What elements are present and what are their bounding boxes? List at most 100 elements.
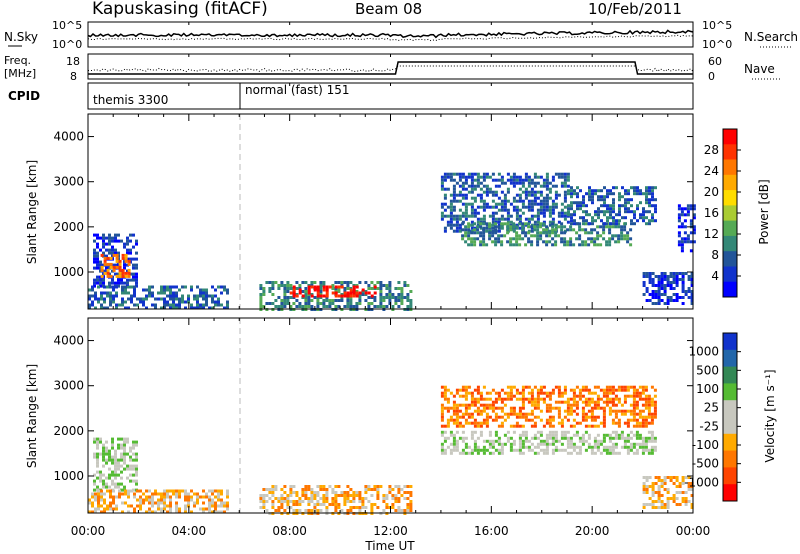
nave-label: Nave (744, 62, 775, 76)
freq-unit-label: [MHz] (4, 67, 36, 80)
noise-search-label: N.Search (744, 30, 798, 44)
data-region-9 (677, 204, 696, 253)
power-data-cells (88, 172, 696, 311)
colorbar-swatch (723, 251, 737, 267)
power-panel: 1000 2000 3000 4000 Slant Range [km] 28 24 20… (25, 113, 771, 311)
cpid-label: CPID (8, 89, 40, 103)
freq-label: Freq. (4, 54, 31, 67)
y-tick-label: 4000 (53, 130, 84, 144)
time-axis: 00:00 04:00 08:00 12:00 16:00 20:00 00:00 (71, 22, 711, 538)
data-region-0 (93, 233, 138, 288)
noise-left-tick-bottom: 10^0 (52, 38, 82, 51)
colorbar-swatch (723, 281, 737, 298)
y-tick-label: 1000 (53, 265, 84, 279)
velocity-colorbar: 1000 500 100 25 -25 -100 -500 -1000 (684, 332, 741, 502)
colorbar-tick-label: 8 (711, 248, 719, 262)
cpid-panel: CPID themis 3300 normal (fast) 151 (8, 82, 694, 110)
colorbar-swatch (723, 235, 737, 252)
data-region-5 (642, 476, 694, 509)
y-tick-label: 2000 (53, 220, 84, 234)
colorbar-swatch (723, 266, 737, 283)
freq-right-tick-top: 60 (708, 55, 722, 68)
colorbar-swatch (723, 366, 737, 384)
colorbar-swatch (723, 205, 737, 222)
colorbar-swatch (723, 484, 737, 502)
data-region-5 (440, 172, 570, 233)
x-tick-label: 00:00 (71, 524, 106, 538)
station-title: Kapuskasing (fitACF) (92, 0, 268, 19)
colorbar-swatch (723, 450, 737, 468)
colorbar-tick-label: 28 (704, 143, 719, 157)
colorbar-tick-label: -100 (692, 438, 719, 452)
x-tick-label: 20:00 (575, 524, 610, 538)
data-region-7 (567, 186, 657, 226)
colorbar-swatch (723, 190, 737, 206)
colorbar-swatch (723, 129, 737, 145)
freq-right-tick-bottom: 0 (708, 70, 715, 83)
frequency-trace (88, 61, 693, 75)
noise-search-trace (87, 34, 694, 42)
colorbar-tick-label: -1000 (684, 475, 719, 489)
colorbar-swatch (723, 220, 737, 237)
colorbar-swatch (723, 417, 737, 435)
noise-left-tick-top: 10^5 (52, 19, 82, 32)
data-region-2 (88, 285, 229, 310)
noise-sky-label: N.Sky (4, 30, 38, 44)
power-y-axis-label: Slant Range [km] (25, 160, 39, 264)
y-tick-label: 3000 (53, 379, 84, 393)
colorbar-tick-label: -25 (699, 419, 719, 433)
noise-right-tick-bottom: 10^0 (702, 38, 732, 51)
frequency-panel: Freq. [MHz] 18 8 60 0 Nave (4, 53, 782, 83)
colorbar-tick-label: 16 (704, 206, 719, 220)
colorbar-swatch (723, 333, 737, 351)
noise-sky-trace (87, 29, 694, 39)
data-region-8 (642, 272, 694, 305)
data-region-0 (93, 437, 138, 492)
colorbar-swatch (723, 467, 737, 485)
colorbar-tick-label: 500 (696, 363, 719, 377)
velocity-colorbar-label: Velocity [m s⁻¹] (763, 369, 777, 462)
colorbar-tick-label: 20 (704, 185, 719, 199)
colorbar-tick-label: -500 (692, 457, 719, 471)
colorbar-tick-label: 100 (696, 382, 719, 396)
colorbar-tick-label: 4 (711, 269, 719, 283)
noise-right-tick-top: 10^5 (702, 19, 732, 32)
colorbar-swatch (723, 144, 737, 161)
colorbar-tick-label: 24 (704, 164, 719, 178)
data-region-4 (440, 385, 657, 428)
colorbar-tick-label: 12 (704, 227, 719, 241)
velocity-y-axis-label: Slant Range [km] (25, 364, 39, 468)
data-region-4 (289, 285, 377, 298)
colorbar-swatch (723, 383, 737, 401)
colorbar-swatch (723, 349, 737, 368)
date-title: 10/Feb/2011 (588, 0, 682, 18)
colorbar-swatch (723, 174, 737, 191)
data-region-1 (100, 253, 131, 278)
colorbar-swatch (723, 159, 737, 176)
data-region-6 (461, 222, 633, 247)
x-tick-label: 08:00 (272, 524, 307, 538)
y-tick-label: 4000 (53, 334, 84, 348)
data-region-2 (259, 485, 413, 515)
y-tick-label: 2000 (53, 424, 84, 438)
colorbar-tick-label: 1000 (688, 345, 719, 359)
x-axis-label: Time UT (364, 539, 415, 553)
x-tick-label: 00:00 (676, 524, 711, 538)
cpid-mode-themis: themis 3300 (93, 93, 168, 107)
y-tick-label: 3000 (53, 175, 84, 189)
velocity-panel: 1000 2000 3000 4000 Slant Range [km] 1000 50… (25, 317, 777, 515)
power-colorbar-label: Power [dB] (757, 179, 771, 244)
x-tick-label: 04:00 (172, 524, 207, 538)
colorbar-swatch (723, 400, 737, 418)
nave-trace (87, 65, 694, 73)
freq-left-tick-top: 18 (66, 55, 80, 68)
velocity-data-cells (88, 385, 694, 515)
colorbar-tick-label: 25 (704, 401, 719, 415)
colorbar-swatch (723, 433, 737, 452)
x-tick-label: 12:00 (373, 524, 408, 538)
power-colorbar: 28 24 20 16 12 8 4 (704, 128, 741, 298)
beam-title: Beam 08 (355, 0, 422, 18)
data-region-3 (440, 430, 657, 455)
cpid-mode-normal: normal (fast) 151 (245, 83, 349, 97)
